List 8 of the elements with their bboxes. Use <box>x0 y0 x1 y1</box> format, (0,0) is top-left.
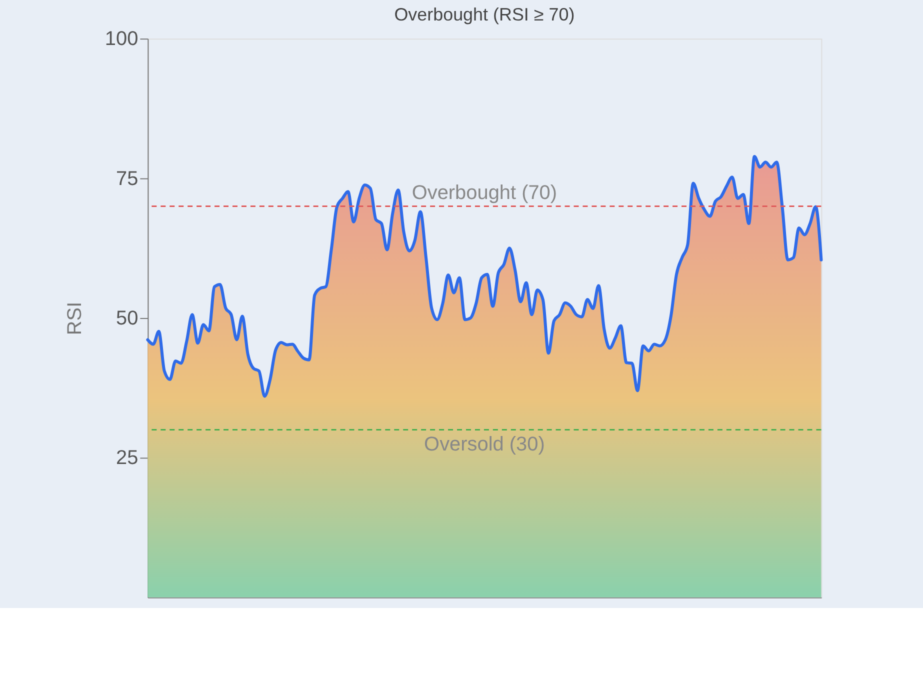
y-tick-label: 75 <box>116 168 138 190</box>
y-axis-title: RSI <box>64 302 86 336</box>
ref-line-label: Overbought (70) <box>412 182 558 204</box>
ref-line-label: Oversold (30) <box>424 434 545 456</box>
text: Overbought (RSI ≥ 70) <box>394 4 575 25</box>
y-tick-label: 100 <box>104 28 138 50</box>
y-tick-label: 25 <box>116 447 138 470</box>
y-tick-label: 50 <box>116 307 138 330</box>
